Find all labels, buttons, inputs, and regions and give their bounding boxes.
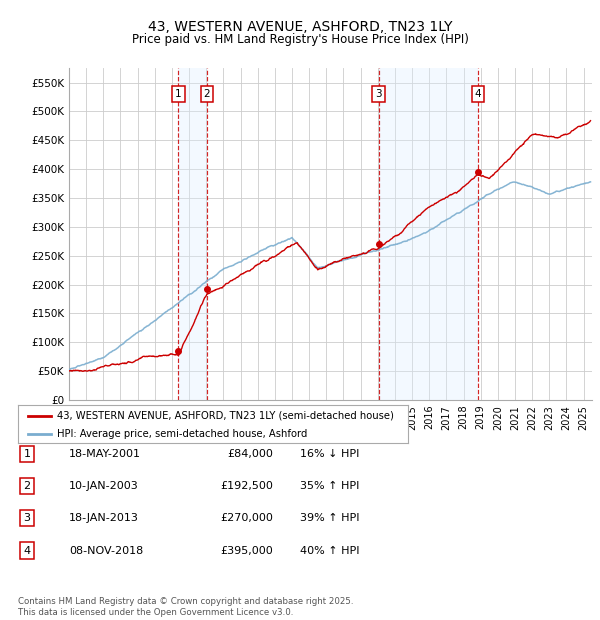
Text: 40% ↑ HPI: 40% ↑ HPI <box>300 546 359 556</box>
Text: 18-JAN-2013: 18-JAN-2013 <box>69 513 139 523</box>
Text: £270,000: £270,000 <box>220 513 273 523</box>
Text: 43, WESTERN AVENUE, ASHFORD, TN23 1LY: 43, WESTERN AVENUE, ASHFORD, TN23 1LY <box>148 20 452 33</box>
Text: 35% ↑ HPI: 35% ↑ HPI <box>300 481 359 491</box>
Text: 2: 2 <box>203 89 210 99</box>
Text: 2: 2 <box>23 481 31 491</box>
Text: 4: 4 <box>23 546 31 556</box>
Text: 18-MAY-2001: 18-MAY-2001 <box>69 449 141 459</box>
Text: £192,500: £192,500 <box>220 481 273 491</box>
Text: £395,000: £395,000 <box>220 546 273 556</box>
Text: 1: 1 <box>175 89 182 99</box>
Text: £84,000: £84,000 <box>227 449 273 459</box>
Text: HPI: Average price, semi-detached house, Ashford: HPI: Average price, semi-detached house,… <box>57 428 307 439</box>
Text: 43, WESTERN AVENUE, ASHFORD, TN23 1LY (semi-detached house): 43, WESTERN AVENUE, ASHFORD, TN23 1LY (s… <box>57 410 394 420</box>
Text: 3: 3 <box>23 513 31 523</box>
Text: 4: 4 <box>475 89 481 99</box>
Text: 3: 3 <box>376 89 382 99</box>
Text: Contains HM Land Registry data © Crown copyright and database right 2025.
This d: Contains HM Land Registry data © Crown c… <box>18 598 353 617</box>
Text: 39% ↑ HPI: 39% ↑ HPI <box>300 513 359 523</box>
Bar <box>379 68 478 400</box>
Text: Price paid vs. HM Land Registry's House Price Index (HPI): Price paid vs. HM Land Registry's House … <box>131 33 469 45</box>
Bar <box>178 68 207 400</box>
Text: 10-JAN-2003: 10-JAN-2003 <box>69 481 139 491</box>
Text: 08-NOV-2018: 08-NOV-2018 <box>69 546 143 556</box>
Text: 1: 1 <box>23 449 31 459</box>
Text: 16% ↓ HPI: 16% ↓ HPI <box>300 449 359 459</box>
